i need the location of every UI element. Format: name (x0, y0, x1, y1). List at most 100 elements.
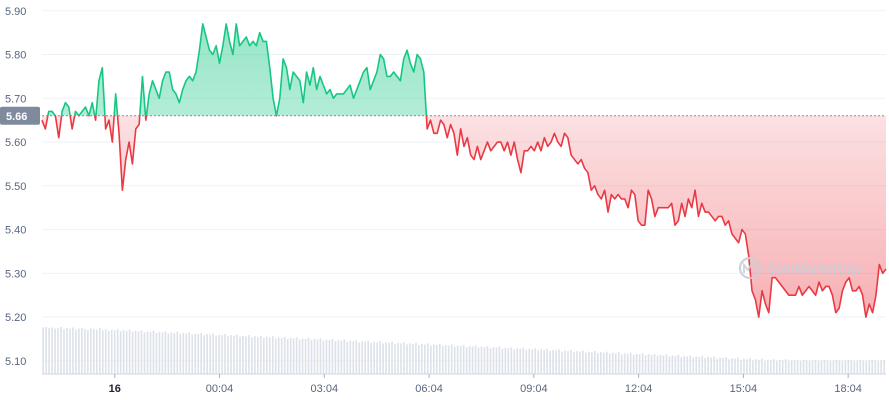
y-tick-label: 5.90 (5, 6, 26, 18)
volume-bar (328, 340, 331, 374)
volume-bar (698, 357, 701, 374)
volume-bar (868, 360, 871, 374)
volume-bar (155, 332, 158, 374)
volume-bar (570, 349, 572, 374)
volume-bar (90, 328, 92, 374)
volume-bar (72, 327, 74, 374)
volume-bar (203, 335, 205, 374)
volume-bar (826, 360, 829, 374)
volume-bar (66, 328, 68, 374)
y-tick-label: 5.30 (5, 268, 26, 280)
volume-bar (170, 332, 173, 374)
volume-bar (453, 346, 456, 374)
volume-bar (722, 358, 724, 374)
volume-bar (540, 349, 542, 374)
volume-bar (605, 351, 608, 374)
x-tick-label: 16 (109, 383, 121, 395)
volume-bar (573, 352, 575, 374)
volume-bar (471, 346, 474, 374)
volume-bar (262, 337, 265, 374)
volume-bar (385, 342, 387, 374)
volume-bar (835, 359, 838, 374)
volume-bar (212, 333, 214, 374)
volume-bar (265, 336, 268, 374)
volume-bar (69, 328, 71, 374)
volume-bar (161, 332, 164, 374)
volume-bar (662, 355, 665, 374)
volume-bar (767, 359, 769, 374)
volume-bar (796, 360, 799, 374)
volume-bar (513, 349, 516, 374)
volume-bar (805, 360, 808, 374)
volume-bar (441, 346, 444, 374)
volume-bar (671, 355, 674, 374)
volume-bar (418, 345, 420, 374)
volume-bar (504, 347, 507, 374)
volume-bar (713, 356, 715, 374)
volume-bar (877, 360, 879, 374)
volume-bar (650, 354, 653, 374)
volume-bar (349, 340, 352, 374)
volume-bar (367, 340, 370, 374)
volume-bar (704, 358, 707, 374)
volume-bar (719, 357, 721, 374)
volume-bar (346, 341, 349, 374)
x-tick-label: 00:04 (206, 383, 234, 395)
volume-bar (665, 354, 668, 374)
volume-bar (561, 351, 563, 374)
volume-bar (325, 339, 328, 374)
volume-bar (647, 354, 650, 374)
volume-bar (638, 354, 641, 374)
x-tick-label: 15:04 (730, 383, 758, 395)
x-tick-label: 06:04 (415, 383, 443, 395)
volume-bar (87, 330, 89, 374)
volume-bar (602, 352, 605, 374)
x-tick-label: 18:04 (834, 383, 862, 395)
volume-bar (769, 360, 772, 374)
volume-bar (179, 334, 182, 374)
volume-bar (764, 360, 766, 374)
volume-bar (725, 357, 727, 374)
volume-bar (298, 339, 301, 374)
volume-bar (92, 329, 95, 374)
x-axis: 16 00:04 03:04 06:04 09:04 12:04 15:04 18:04 (42, 373, 886, 395)
volume-bar (775, 360, 778, 374)
volume-bar (707, 357, 710, 374)
volume-bar (692, 357, 695, 374)
volume-bar (313, 338, 316, 374)
watermark-text: CoinMarketCap (766, 261, 861, 276)
volume-bar (689, 355, 692, 374)
volume-bar (197, 334, 200, 374)
volume-bar (874, 360, 877, 374)
volume-bar (734, 358, 736, 374)
volume-bar (98, 328, 101, 374)
volume-bar (430, 345, 432, 374)
volume-bar (823, 359, 826, 374)
volume-bar (248, 335, 250, 374)
volume-bar (233, 335, 235, 374)
volume-bar (862, 360, 865, 374)
volume-bar (793, 359, 796, 374)
volume-bar (167, 333, 170, 374)
volume-bar (611, 352, 614, 374)
volume-bar (113, 330, 116, 374)
price-line-above (47, 23, 428, 116)
x-tick-label: 12:04 (625, 383, 653, 395)
volume-bar (528, 348, 531, 374)
volume-bar (456, 345, 459, 374)
volume-bar (78, 328, 80, 374)
area-fill-below (42, 115, 886, 318)
volume-bar (772, 359, 775, 374)
volume-bar (400, 343, 402, 374)
volume-bar (373, 341, 375, 374)
volume-bar (564, 350, 566, 374)
volume-bar (856, 360, 859, 374)
volume-bar (143, 332, 146, 374)
volume-bar (686, 356, 689, 374)
price-line (41, 23, 887, 318)
area-fill-above (47, 23, 427, 116)
volume-bars (42, 326, 885, 374)
volume-bar (107, 330, 110, 374)
volume-bar (382, 343, 384, 374)
